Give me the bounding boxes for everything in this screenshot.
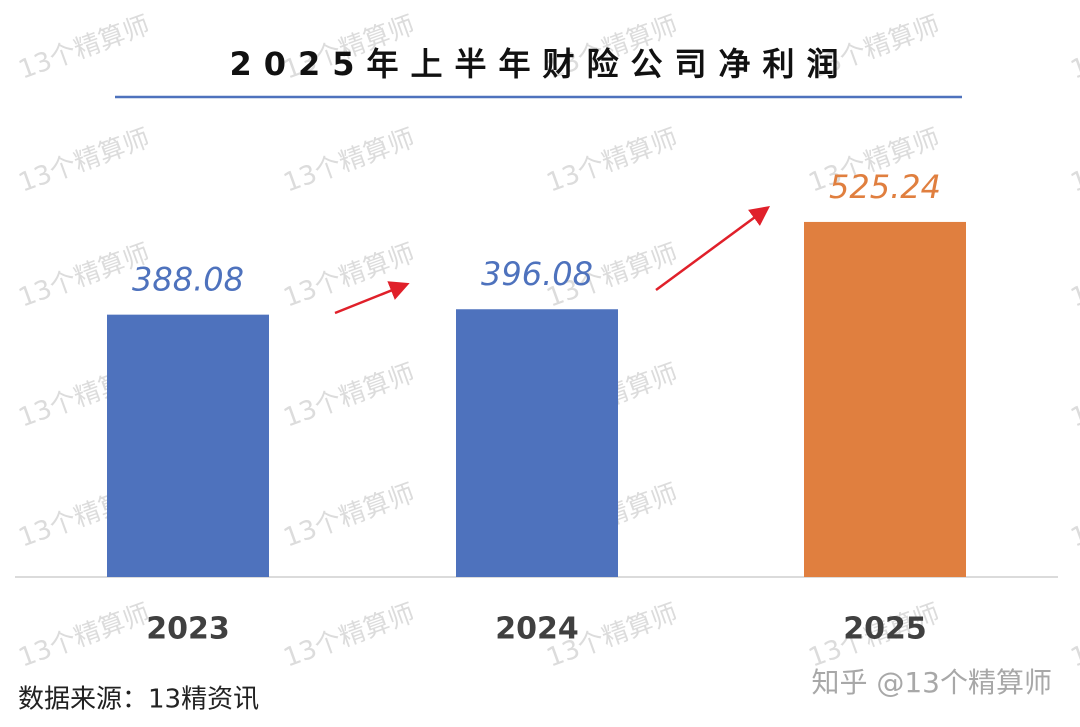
value-label: 396.08 bbox=[481, 255, 593, 293]
watermark: 13个精算师 bbox=[1067, 124, 1080, 199]
watermark: 13个精算师 bbox=[280, 239, 419, 314]
watermark: 13个精算师 bbox=[280, 599, 419, 674]
watermark: 13个精算师 bbox=[15, 124, 154, 199]
watermark: 13个精算师 bbox=[15, 599, 154, 674]
credit: 知乎 @13个精算师 bbox=[811, 666, 1052, 699]
bar bbox=[107, 314, 269, 577]
x-tick-label: 2024 bbox=[495, 612, 579, 647]
value-label: 388.08 bbox=[132, 261, 244, 299]
bar bbox=[804, 221, 966, 578]
watermark: 13个精算师 bbox=[280, 359, 419, 434]
watermark: 13个精算师 bbox=[1067, 479, 1080, 554]
watermark: 13个精算师 bbox=[280, 479, 419, 554]
watermark: 13个精算师 bbox=[1067, 599, 1080, 674]
source-note: 数据来源：13精资讯 bbox=[18, 685, 259, 715]
x-tick-label: 2023 bbox=[146, 612, 230, 647]
trend-arrow bbox=[334, 281, 410, 315]
watermark: 13个精算师 bbox=[543, 124, 682, 199]
value-label: 525.24 bbox=[829, 168, 941, 206]
watermark: 13个精算师 bbox=[280, 124, 419, 199]
x-tick-label: 2025 bbox=[843, 612, 927, 647]
trend-arrow bbox=[655, 206, 771, 292]
watermark: 13个精算师 bbox=[1067, 359, 1080, 434]
watermark: 13个精算师 bbox=[1067, 11, 1080, 86]
bar bbox=[456, 309, 618, 577]
watermark: 13个精算师 bbox=[1067, 239, 1080, 314]
chart-title: 2025年上半年财险公司净利润 bbox=[229, 45, 850, 83]
watermark: 13个精算师 bbox=[15, 11, 154, 86]
